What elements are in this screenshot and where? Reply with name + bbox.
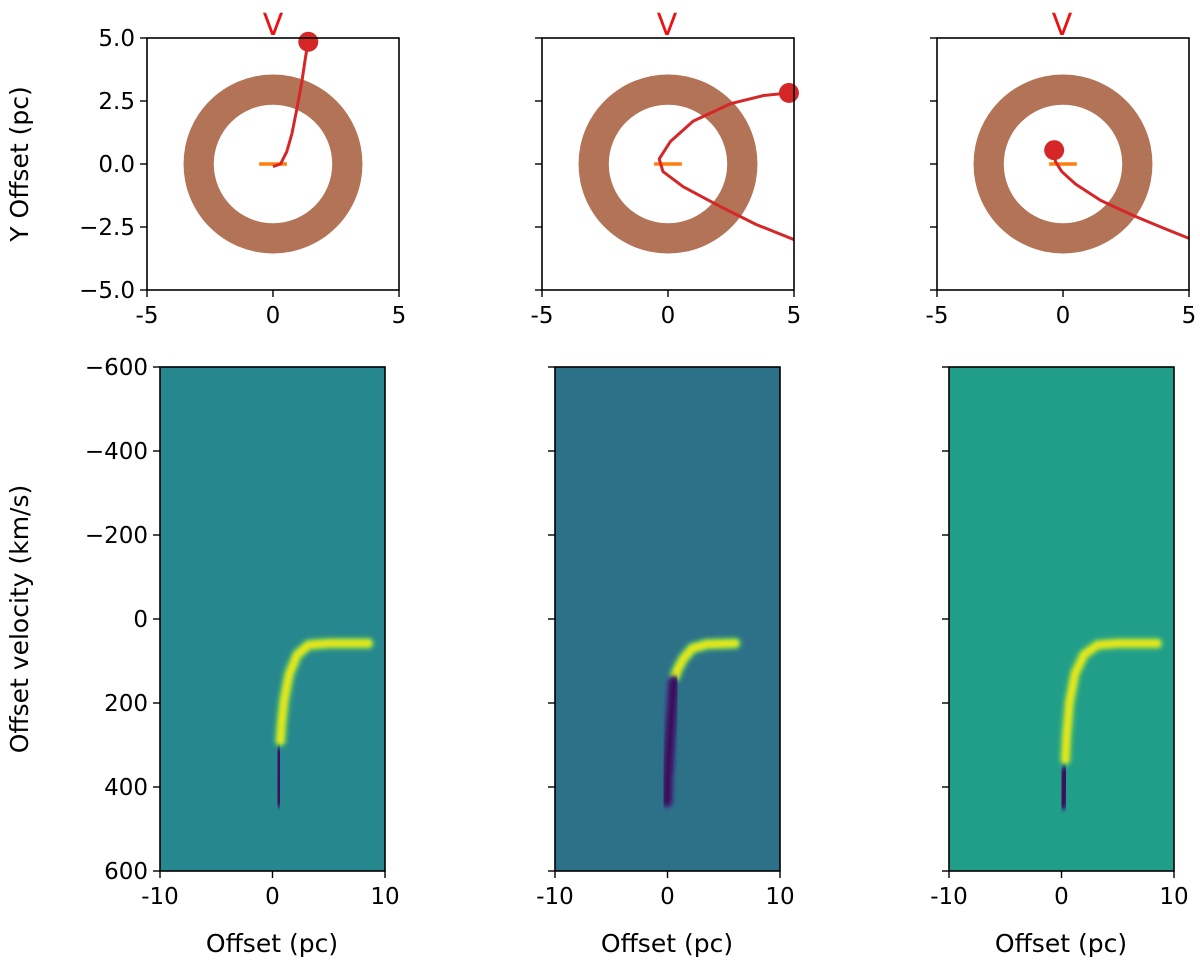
x-tick-label: -5: [136, 303, 159, 329]
x-ticks: -10 0 10: [141, 871, 400, 910]
x-tick-label: 5: [392, 303, 407, 329]
y-ticks: [548, 366, 555, 872]
x-tick-label: 10: [370, 884, 399, 910]
bright-emission-track: [1061, 639, 1161, 764]
pv-panel-2: Offset (pc) -10 0 10: [536, 366, 795, 958]
x-tick-label: -5: [926, 303, 949, 329]
bright-emission-track: [276, 639, 372, 745]
x-tick-label: 0: [265, 884, 280, 910]
x-tick-label: -10: [536, 884, 574, 910]
y-tick-label: 2.5: [98, 89, 135, 115]
x-ticks: -5 0 5: [136, 290, 407, 329]
absorption-track: [274, 749, 283, 806]
body-marker: [298, 31, 319, 52]
y-tick-label: 200: [104, 691, 148, 717]
emission-tracks: [1056, 637, 1164, 811]
y-ticks: [942, 366, 949, 872]
body-marker: [1044, 140, 1065, 161]
x-tick-label: 0: [1056, 303, 1071, 329]
x-tick-label: 0: [661, 303, 676, 329]
y-axis-label: Y Offset (pc): [5, 86, 34, 242]
y-tick-label: −400: [85, 439, 148, 465]
x-tick-label: 10: [765, 884, 794, 910]
x-tick-label: 0: [266, 303, 281, 329]
y-tick-label: 5.0: [98, 26, 135, 52]
x-tick-label: -10: [930, 884, 968, 910]
y-tick-label: −2.5: [79, 215, 135, 241]
y-ticks: 5.0 2.5 0.0 −2.5 −5.0: [79, 26, 147, 304]
x-axis-label: Offset (pc): [601, 929, 733, 958]
ring: [973, 74, 1153, 254]
trajectory-line: [657, 91, 795, 241]
pv-panel-3: Offset (pc) -10 0 10: [930, 366, 1189, 958]
y-ticks: [930, 37, 937, 291]
x-ticks: -10 0 10: [930, 871, 1189, 910]
orbit-panel-1: V Y Offset (pc) 5.0 2.5 0.0 −2.5 −5.0 -5 0 5: [5, 8, 406, 329]
x-tick-label: 5: [787, 303, 802, 329]
y-tick-label: −5.0: [79, 278, 135, 304]
ring: [578, 74, 758, 254]
absorption-track: [1059, 768, 1069, 808]
x-tick-label: 5: [1182, 303, 1197, 329]
orbit-panel-2: V -5 0 5: [531, 8, 802, 329]
x-tick-label: 0: [660, 884, 675, 910]
top-marker: V: [263, 8, 284, 43]
x-ticks: -5 0 5: [531, 290, 802, 329]
y-axis-label: Offset velocity (km/s): [5, 485, 34, 754]
y-tick-label: 0.0: [98, 152, 135, 178]
bright-emission-track: [671, 639, 739, 680]
x-ticks: -10 0 10: [536, 871, 795, 910]
x-ticks: -5 0 5: [926, 290, 1197, 329]
x-axis-label: Offset (pc): [206, 929, 338, 958]
top-marker: V: [1052, 8, 1073, 43]
y-tick-label: −600: [85, 355, 148, 381]
trajectory-line: [272, 41, 310, 168]
y-ticks: −600 −400 −200 0 200 400 600: [85, 355, 160, 885]
trajectory-line: [1052, 151, 1190, 240]
y-ticks: [535, 37, 542, 291]
x-tick-label: -5: [531, 303, 554, 329]
x-tick-label: 10: [1159, 884, 1188, 910]
y-tick-label: 600: [104, 859, 148, 885]
absorption-track: [663, 678, 678, 806]
x-tick-label: 0: [1054, 884, 1069, 910]
orbit-panel-3: V -5 0 5: [926, 8, 1197, 329]
emission-tracks: [271, 637, 375, 809]
y-tick-label: 0: [133, 607, 148, 633]
x-tick-label: -10: [141, 884, 179, 910]
ring: [183, 74, 363, 254]
y-tick-label: −200: [85, 523, 148, 549]
emission-tracks: [660, 637, 741, 809]
y-tick-label: 400: [104, 775, 148, 801]
x-axis-label: Offset (pc): [995, 929, 1127, 958]
top-marker: V: [657, 8, 678, 43]
body-marker: [778, 82, 799, 103]
pv-panel-1: Offset velocity (km/s) Offset (pc) −600−…: [5, 355, 400, 958]
